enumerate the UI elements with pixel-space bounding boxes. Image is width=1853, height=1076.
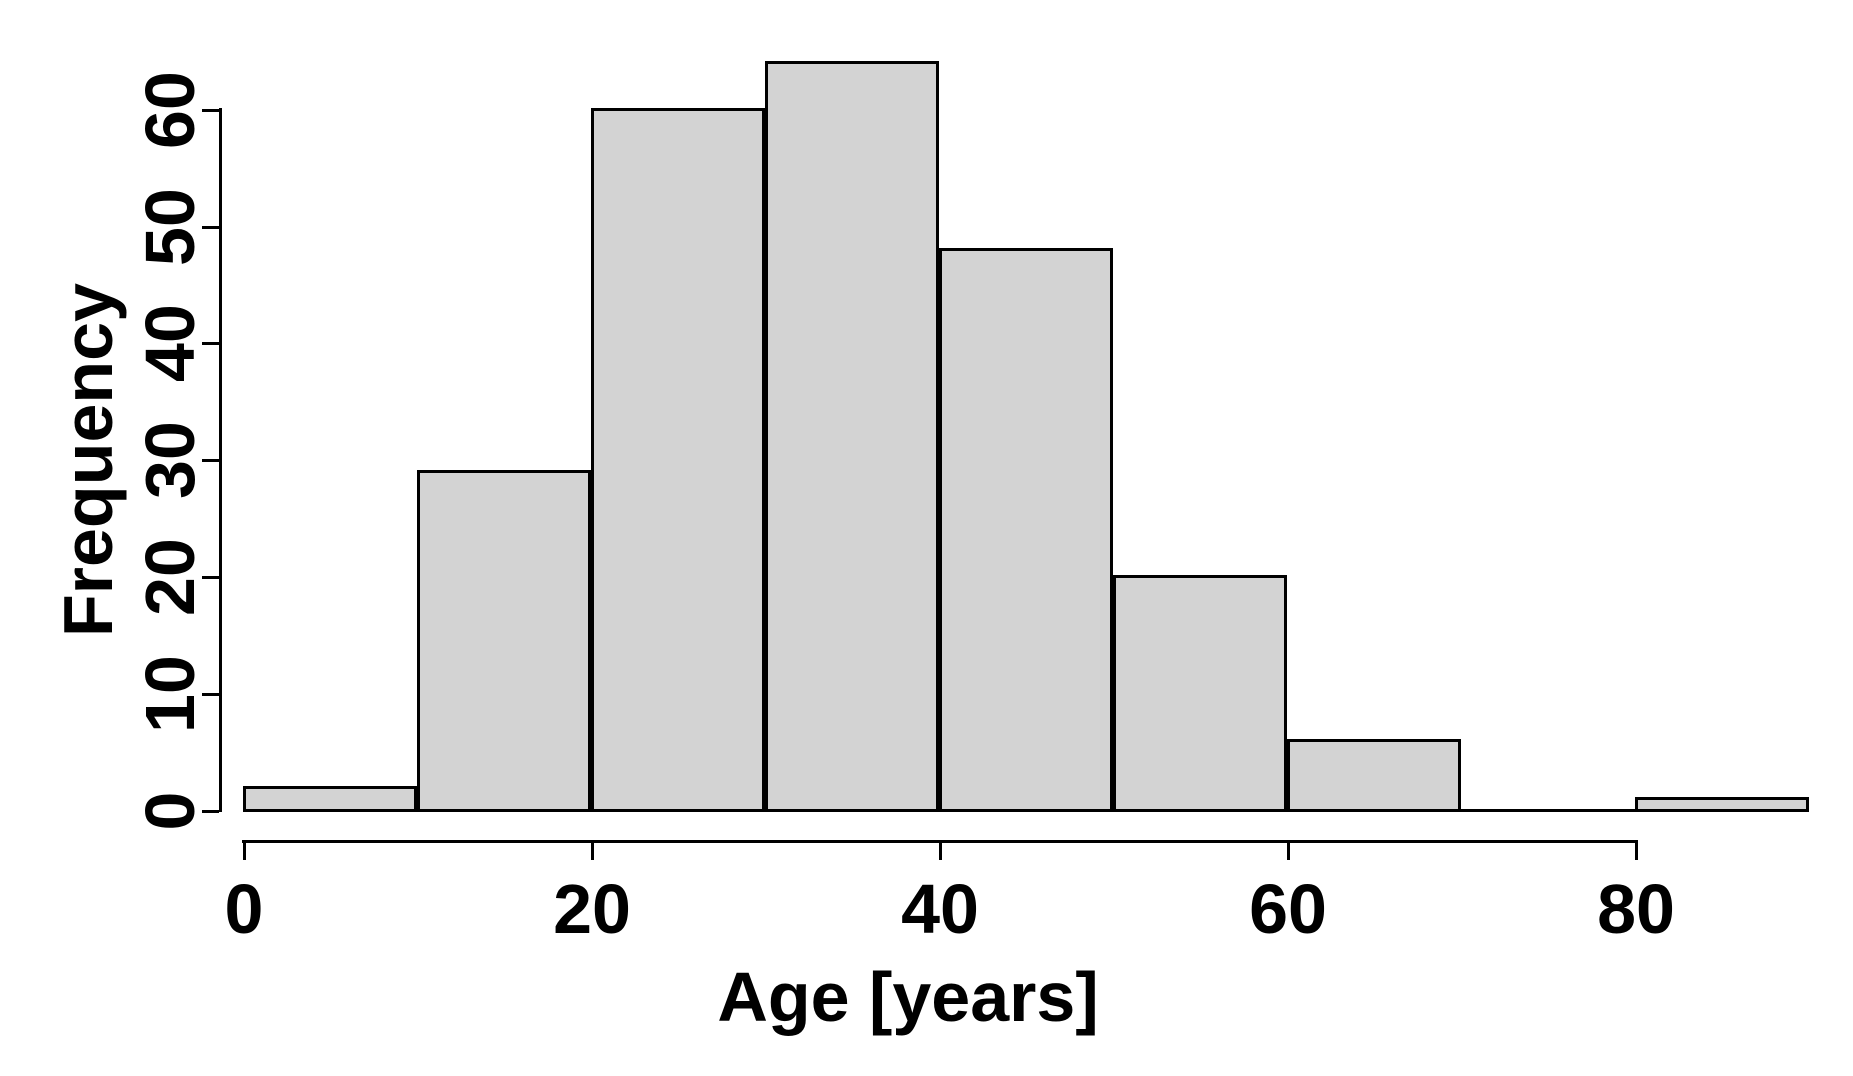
y-tick-label: 30 bbox=[131, 421, 209, 499]
x-tick-label: 40 bbox=[901, 870, 979, 948]
x-tick-label: 20 bbox=[553, 870, 631, 948]
y-axis-tick bbox=[202, 109, 219, 112]
y-axis-tick bbox=[202, 693, 219, 696]
x-axis-tick bbox=[939, 843, 942, 860]
histogram-bar bbox=[417, 470, 591, 812]
x-tick-label: 80 bbox=[1597, 870, 1675, 948]
x-axis-tick bbox=[1635, 843, 1638, 860]
x-axis-line bbox=[242, 840, 1638, 843]
x-axis-title: Age [years] bbox=[717, 958, 1099, 1036]
histogram-bar bbox=[1287, 739, 1461, 812]
y-tick-label: 0 bbox=[131, 791, 209, 831]
y-axis-tick bbox=[202, 459, 219, 462]
x-axis-tick bbox=[243, 843, 246, 860]
y-axis-tick bbox=[202, 226, 219, 229]
y-tick-label: 20 bbox=[131, 538, 209, 616]
y-axis-tick bbox=[202, 342, 219, 345]
x-axis-tick bbox=[1287, 843, 1290, 860]
y-axis-line bbox=[219, 108, 222, 812]
histogram-bar bbox=[1461, 809, 1635, 812]
y-tick-label: 50 bbox=[131, 188, 209, 266]
x-axis-tick bbox=[591, 843, 594, 860]
histogram-bar bbox=[765, 61, 939, 812]
y-axis-tick bbox=[202, 810, 219, 813]
y-tick-label: 60 bbox=[131, 71, 209, 149]
x-tick-label: 0 bbox=[224, 870, 264, 948]
y-tick-label: 40 bbox=[131, 304, 209, 382]
histogram-bar bbox=[591, 108, 765, 812]
y-axis-tick bbox=[202, 576, 219, 579]
y-axis-title: Frequency bbox=[49, 283, 127, 637]
histogram-bar bbox=[243, 786, 417, 812]
y-tick-label: 10 bbox=[131, 655, 209, 733]
histogram-bar bbox=[939, 248, 1113, 812]
histogram-bar bbox=[1635, 797, 1809, 812]
histogram-bar bbox=[1113, 575, 1287, 812]
x-tick-label: 60 bbox=[1249, 870, 1327, 948]
